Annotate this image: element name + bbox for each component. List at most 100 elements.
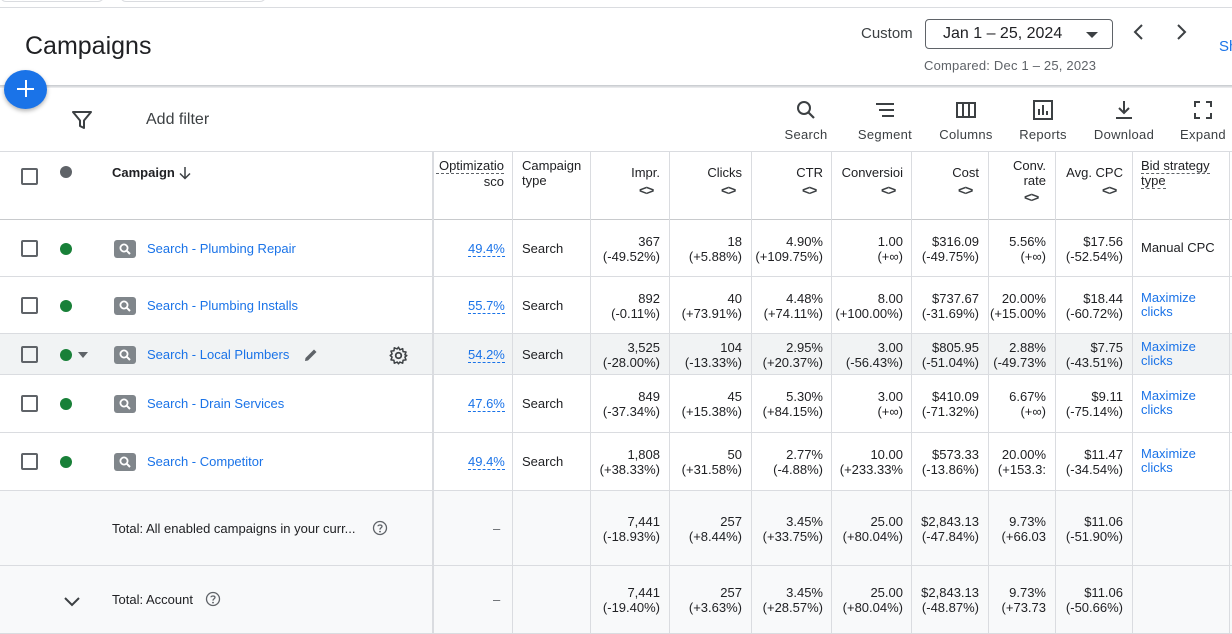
gear-icon[interactable] xyxy=(388,345,409,366)
table-row[interactable]: Search - Competitor 49.4% Search 1,808 (+… xyxy=(0,433,1232,491)
opt-score-link[interactable]: 49.4% xyxy=(468,241,505,257)
enabled-status-icon[interactable] xyxy=(60,398,72,410)
opt-score-link[interactable]: 47.6% xyxy=(468,396,505,412)
segment-tool-button[interactable]: Segment xyxy=(855,98,915,142)
campaign-name-link[interactable]: Search - Local Plumbers xyxy=(147,347,290,362)
row-checkbox[interactable] xyxy=(21,346,38,363)
campaign-name-link[interactable]: Search - Plumbing Repair xyxy=(147,241,296,256)
cost-column-header[interactable]: Cost xyxy=(952,165,979,180)
expand-tool-button[interactable]: Expand xyxy=(1176,98,1230,142)
impr-cell: 1,808 (+38.33%) xyxy=(599,447,660,477)
edit-pencil-icon[interactable] xyxy=(302,346,320,364)
search-campaign-icon xyxy=(114,453,136,471)
opt-score-link[interactable]: 49.4% xyxy=(468,454,505,470)
campaign-type-cell: Search xyxy=(522,396,564,411)
enabled-status-icon[interactable] xyxy=(60,243,72,255)
cost-cell: $316.09 (-49.75%) xyxy=(921,234,979,264)
campaign-name-link[interactable]: Search - Plumbing Installs xyxy=(147,298,299,313)
clicks-column-header[interactable]: Clicks xyxy=(707,165,742,180)
date-range-select[interactable]: Jan 1 – 25, 2024 xyxy=(925,19,1113,49)
campaign-type-column-header[interactable]: Campaign type xyxy=(522,158,582,188)
conv-cell: 10.00 (+233.33% xyxy=(839,447,903,477)
tool-label: Download xyxy=(1093,127,1155,142)
column-divider xyxy=(669,152,670,634)
opt-score-empty: – xyxy=(493,592,501,607)
next-period-button[interactable] xyxy=(1169,20,1193,44)
clicks-cell: 45 (+15.38%) xyxy=(681,389,742,419)
opt-score-link[interactable]: 54.2% xyxy=(468,347,505,363)
row-checkbox[interactable] xyxy=(21,395,38,412)
avg-cpc-column-header[interactable]: Avg. CPC xyxy=(1066,165,1123,180)
conv-rate-column-header[interactable]: Conv. rate xyxy=(1013,158,1046,188)
sort-descending-icon[interactable] xyxy=(177,165,193,181)
add-campaign-button[interactable] xyxy=(4,70,47,109)
columns-tool-button[interactable]: Columns xyxy=(936,98,996,142)
chevron-down-icon[interactable] xyxy=(62,591,82,611)
campaign-type-cell: Search xyxy=(522,241,564,256)
show-link[interactable]: Sh xyxy=(1219,38,1232,55)
table-row[interactable]: Search - Local Plumbers 54.2% Search 3,5… xyxy=(0,334,1232,375)
bid-strategy-cell[interactable]: Maximize clicks xyxy=(1141,388,1196,417)
campaign-type-cell: Search xyxy=(522,298,564,313)
expand-icon xyxy=(1194,101,1212,119)
total-row: Total: All enabled campaigns in your cur… xyxy=(0,491,1232,566)
table-row[interactable]: Search - Drain Services 47.6% Search 849… xyxy=(0,375,1232,433)
add-filter-button[interactable]: Add filter xyxy=(146,111,210,128)
conversions-column-header[interactable]: Conversioi xyxy=(841,165,903,180)
enabled-status-icon[interactable] xyxy=(60,456,72,468)
top-tab[interactable] xyxy=(0,0,104,2)
sort-arrows-icon[interactable]: <> xyxy=(958,182,973,198)
sort-arrows-icon[interactable]: <> xyxy=(881,182,896,198)
download-tool-button[interactable]: Download xyxy=(1090,98,1158,142)
top-tab[interactable] xyxy=(120,0,266,2)
cost-cell: $737.67 (-31.69%) xyxy=(921,291,979,321)
enabled-status-icon[interactable] xyxy=(60,300,72,312)
previous-period-button[interactable] xyxy=(1127,20,1151,44)
help-icon[interactable] xyxy=(372,520,388,536)
table-toolbar: Add filter Search Segment Columns Report… xyxy=(0,70,1232,152)
bid-strategy-column-header[interactable]: Bid strategy type xyxy=(1141,158,1210,189)
column-divider xyxy=(590,152,591,634)
status-column-header[interactable] xyxy=(60,166,72,178)
select-all-checkbox[interactable] xyxy=(21,168,38,185)
row-checkbox[interactable] xyxy=(21,453,38,470)
sort-arrows-icon[interactable]: <> xyxy=(721,182,736,198)
cost-cell: $410.09 (-71.32%) xyxy=(921,389,979,419)
columns-icon xyxy=(956,102,976,118)
header-shadow xyxy=(0,85,1232,89)
bid-strategy-cell[interactable]: Maximize clicks xyxy=(1141,290,1196,319)
impr-cell: 849 (-37.34%) xyxy=(602,389,660,419)
campaign-name-link[interactable]: Search - Competitor xyxy=(147,454,264,469)
campaign-name-link[interactable]: Search - Drain Services xyxy=(147,396,285,411)
download-icon xyxy=(1116,101,1132,119)
enabled-status-icon[interactable] xyxy=(60,349,72,361)
campaign-column-header[interactable]: Campaign xyxy=(112,165,175,180)
campaigns-table: Campaign Optimizatio sco Campaign type Im… xyxy=(0,152,1232,634)
sort-arrows-icon[interactable]: <> xyxy=(1024,189,1039,205)
help-icon[interactable] xyxy=(205,591,221,607)
sort-arrows-icon[interactable]: <> xyxy=(1102,182,1117,198)
status-dropdown-icon[interactable] xyxy=(78,352,88,358)
row-checkbox[interactable] xyxy=(21,240,38,257)
table-row[interactable]: Search - Plumbing Repair 49.4% Search 36… xyxy=(0,221,1232,277)
sort-arrows-icon[interactable]: <> xyxy=(802,182,817,198)
ctr-cell: 5.30% (+84.15%) xyxy=(762,389,823,419)
opt-score-link[interactable]: 55.7% xyxy=(468,298,505,314)
bid-strategy-cell[interactable]: Maximize clicks xyxy=(1141,446,1196,475)
cost-cell: $2,843.13 (-48.87%) xyxy=(921,585,979,615)
filter-icon[interactable] xyxy=(70,108,94,132)
sort-arrows-icon[interactable]: <> xyxy=(639,182,654,198)
bid-strategy-cell[interactable]: Maximize clicks xyxy=(1141,339,1196,368)
chevron-left-icon xyxy=(1133,24,1143,40)
row-checkbox[interactable] xyxy=(21,297,38,314)
search-tool-button[interactable]: Search xyxy=(784,98,828,142)
ctr-cell: 4.90% (+109.75%) xyxy=(755,234,823,264)
table-row[interactable]: Search - Plumbing Installs 55.7% Search … xyxy=(0,277,1232,334)
clicks-cell: 18 (+5.88%) xyxy=(688,234,742,264)
ctr-column-header[interactable]: CTR xyxy=(796,165,823,180)
reports-tool-button[interactable]: Reports xyxy=(1016,98,1070,142)
impr-column-header[interactable]: Impr. xyxy=(631,165,660,180)
opt-score-column-header[interactable]: Optimizatio sco xyxy=(436,158,504,189)
cpc-cell: $11.06 (-50.66%) xyxy=(1065,585,1123,615)
cpc-cell: $18.44 (-60.72%) xyxy=(1065,291,1123,321)
